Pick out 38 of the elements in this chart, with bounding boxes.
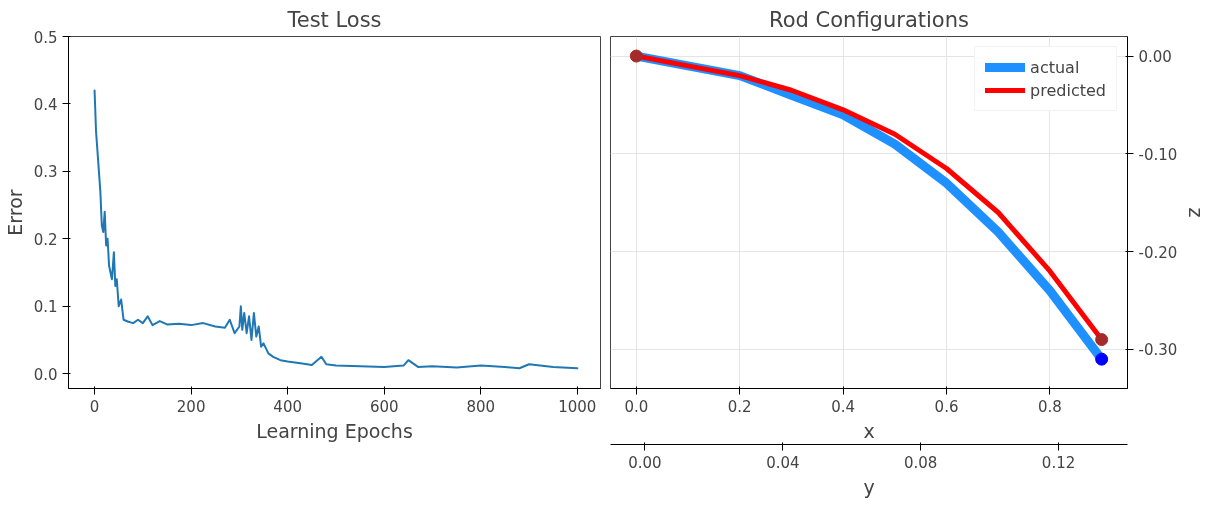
x-axis-title: x bbox=[863, 419, 875, 442]
x-tick-label: 0.6 bbox=[934, 397, 959, 416]
y-tick-label: -0.30 bbox=[1138, 341, 1178, 360]
x2-tick-label: 0.04 bbox=[766, 453, 800, 472]
x2-tick-label: 0.00 bbox=[628, 453, 662, 472]
y-tick-label: 0.1 bbox=[33, 298, 58, 317]
y-axis-title: Error bbox=[3, 189, 26, 236]
y-tick-label: 0.2 bbox=[33, 230, 58, 249]
y-tick-label: 0.5 bbox=[33, 28, 58, 47]
line-series bbox=[93, 89, 579, 370]
y-tick-label: -0.20 bbox=[1138, 243, 1178, 262]
y-tick-label: -0.10 bbox=[1138, 145, 1178, 164]
legend-label: predicted bbox=[1030, 80, 1106, 100]
y-tick-label: 0.3 bbox=[33, 163, 58, 182]
x2-tick-label: 0.08 bbox=[904, 453, 938, 472]
point bbox=[629, 49, 643, 63]
chart-title: Rod Configurations bbox=[769, 7, 969, 32]
x-tick-label: 400 bbox=[273, 397, 302, 416]
x-tick-label: 0.8 bbox=[1038, 397, 1062, 416]
point bbox=[1095, 352, 1109, 366]
x-tick-label: 0.2 bbox=[727, 397, 752, 416]
y-tick-label: 0.0 bbox=[33, 365, 58, 384]
y-tick-label: 0.00 bbox=[1138, 48, 1172, 67]
x2-axis-title: y bbox=[863, 475, 875, 498]
x-tick-label: 0.4 bbox=[831, 397, 856, 416]
x-tick-label: 600 bbox=[369, 397, 399, 416]
chart-title: Test Loss bbox=[286, 7, 382, 32]
x-tick-label: 800 bbox=[466, 397, 496, 416]
x-tick-label: 1000 bbox=[558, 397, 597, 416]
x-tick-label: 200 bbox=[176, 397, 206, 416]
x-tick-label: 0.0 bbox=[624, 397, 649, 416]
y-axis-title: z bbox=[1185, 207, 1208, 218]
y-tick-label: 0.4 bbox=[33, 95, 58, 114]
point bbox=[1095, 333, 1109, 347]
x-axis-title: Learning Epochs bbox=[256, 419, 413, 442]
x2-tick-label: 0.12 bbox=[1041, 453, 1076, 472]
legend-label: actual bbox=[1030, 57, 1080, 77]
x-tick-label: 0 bbox=[89, 397, 100, 416]
